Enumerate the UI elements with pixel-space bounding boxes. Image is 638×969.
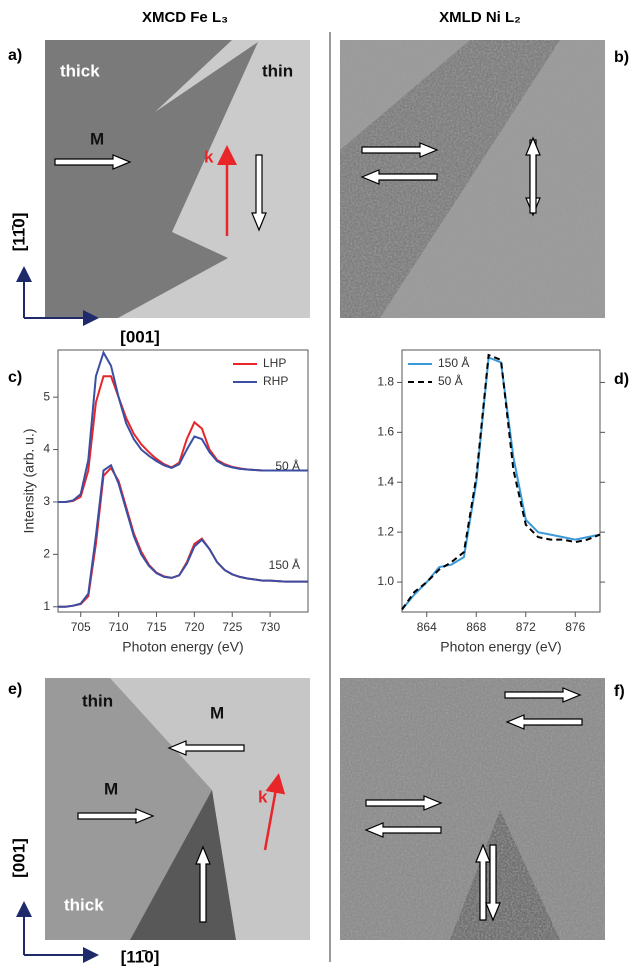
legend-label: LHP: [263, 356, 286, 370]
image-b: [340, 40, 605, 318]
image-f: [340, 678, 605, 940]
y-axis-label: Intensity (arb. u.): [21, 428, 37, 533]
figure: XMCD Fe L₃ XMLD Ni L₂ a) b) c) d) e) f) …: [0, 0, 638, 969]
plot-frame: [402, 350, 600, 612]
panel-label: a): [8, 47, 22, 64]
x-axis-label: Photon energy (eV): [122, 639, 243, 655]
axis-direction: [001]: [9, 838, 28, 878]
axis-direction: [001]: [120, 327, 160, 346]
y-tick-label: 1.8: [377, 375, 394, 389]
series-line: [58, 465, 308, 607]
image-a: thick thin M k: [45, 40, 310, 318]
x-tick-label: 876: [565, 620, 585, 634]
legend-label: 50 Å: [438, 373, 463, 388]
x-tick-label: 730: [260, 620, 280, 634]
y-tick-label: 1.2: [377, 524, 394, 538]
x-tick-label: 725: [222, 620, 242, 634]
panel-label: d): [614, 371, 629, 388]
panel-label: e): [8, 681, 22, 698]
x-tick-label: 715: [146, 620, 166, 634]
legend-label: 150 Å: [438, 355, 469, 370]
panel-label: c): [8, 369, 22, 386]
annotation: 150 Å: [269, 557, 300, 572]
header: XMLD Ni L₂: [439, 9, 521, 26]
legend-label: RHP: [263, 374, 288, 388]
y-tick-label: 5: [43, 389, 50, 403]
x-tick-label: 710: [109, 620, 129, 634]
header: XMCD Fe L₃: [142, 9, 228, 26]
image-label: k: [204, 147, 214, 166]
y-tick-label: 1.6: [377, 425, 394, 439]
series-line: [58, 376, 308, 502]
image-label: M: [90, 129, 104, 148]
x-tick-label: 864: [417, 620, 437, 634]
image-label: thick: [64, 895, 104, 914]
image-label: thin: [82, 691, 113, 710]
series-line: [402, 358, 600, 610]
axis-direction: [11̄0]: [9, 213, 28, 252]
image-label: M: [210, 703, 224, 722]
y-tick-label: 1.0: [377, 574, 394, 588]
image-label: thick: [60, 61, 100, 80]
y-tick-label: 4: [43, 442, 50, 456]
y-tick-label: 2: [43, 547, 50, 561]
y-tick-label: 3: [43, 494, 50, 508]
image-e: thin thick M M k: [45, 678, 310, 940]
y-tick-label: 1.4: [377, 474, 394, 488]
x-tick-label: 705: [71, 620, 91, 634]
x-axis-label: Photon energy (eV): [440, 639, 561, 655]
image-label: M: [104, 779, 118, 798]
x-tick-label: 872: [516, 620, 536, 634]
y-tick-label: 1: [43, 599, 50, 613]
x-tick-label: 720: [184, 620, 204, 634]
axis-direction: [11̄0]: [121, 947, 160, 966]
image-label: k: [258, 787, 268, 806]
panel-label: f): [614, 683, 625, 700]
annotation: 50 Å: [275, 458, 300, 473]
x-tick-label: 868: [466, 620, 486, 634]
panel-label: b): [614, 49, 629, 66]
image-label: thin: [262, 61, 293, 80]
series-line: [402, 355, 600, 610]
